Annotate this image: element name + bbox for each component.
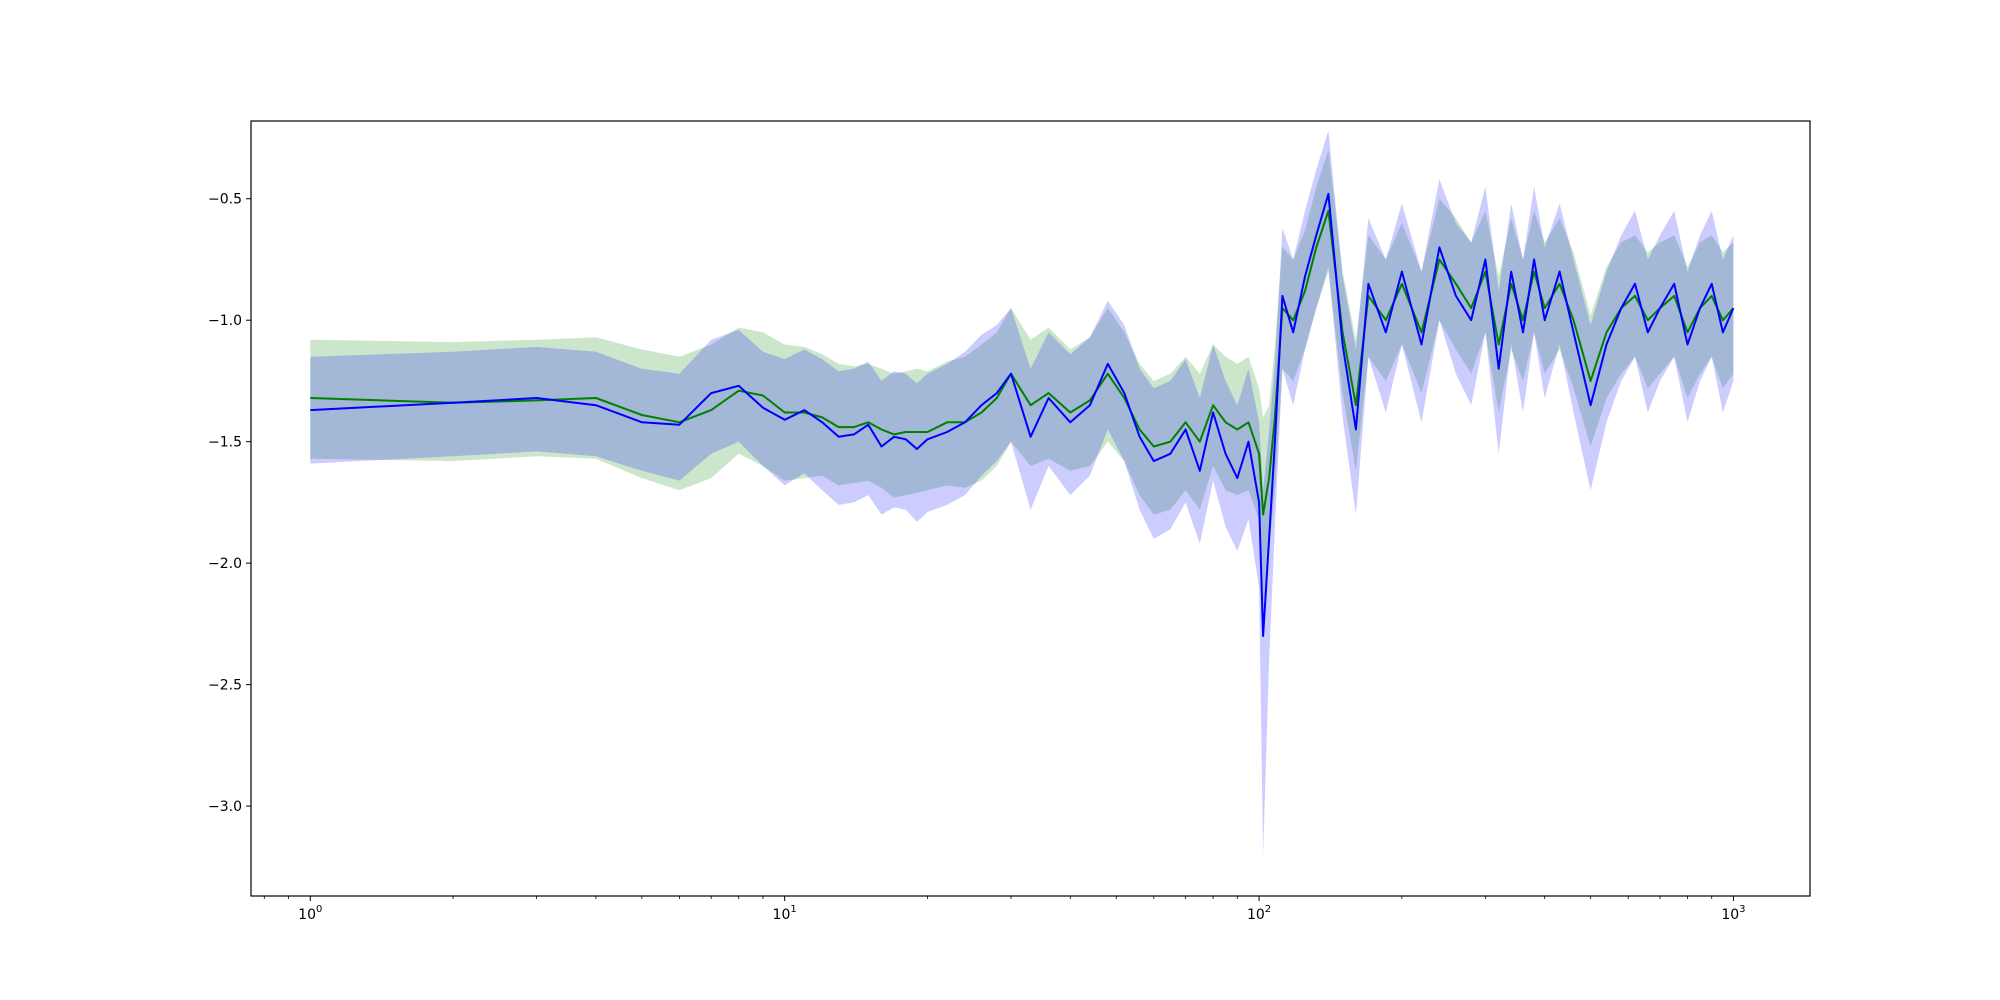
y-tick-label: −0.5	[208, 192, 242, 208]
series-2-line	[310, 192, 1735, 637]
series-1-band	[310, 150, 1734, 612]
y-tick-label: −2.5	[208, 678, 242, 694]
y-tick-label: −2.0	[208, 556, 242, 572]
x-tick-label: 101	[773, 904, 797, 923]
y-tick-label: −3.0	[208, 799, 242, 815]
x-axis: 100 101 102 103	[263, 896, 1746, 923]
series-1-line	[310, 209, 1735, 516]
x-tick-label: 102	[1247, 904, 1271, 923]
y-tick-label: −1.5	[208, 435, 242, 451]
series-lines	[310, 192, 1735, 637]
plot-frame	[250, 120, 1811, 897]
x-tick-label: 103	[1721, 904, 1745, 923]
y-axis: −0.5 −1.0 −1.5 −2.0 −2.5 −3.0	[208, 192, 251, 815]
y-tick-label: −1.0	[208, 313, 242, 329]
x-tick-label: 100	[298, 904, 322, 923]
